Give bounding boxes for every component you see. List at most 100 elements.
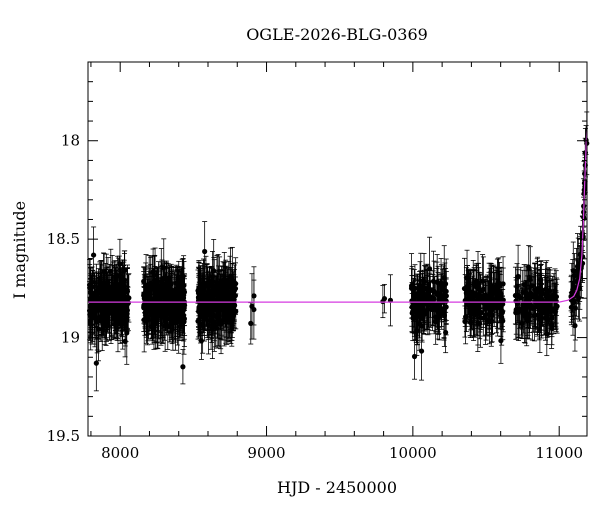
y-tick-label: 18 [61,132,80,150]
data-point [116,288,122,294]
data-point [469,295,475,301]
data-point [98,315,104,321]
data-point [181,319,187,325]
data-point [441,305,447,311]
data-point [168,296,175,302]
y-tick-label: 19.5 [47,427,80,445]
data-point [176,292,182,298]
chart-title: OGLE-2026-BLG-0369 [246,25,428,44]
data-point [123,309,130,315]
data-point [472,312,478,318]
data-point [549,296,556,303]
data-point [215,284,221,290]
data-point [112,294,118,300]
data-point [572,323,578,329]
data-point [491,297,497,303]
data-point [207,301,213,308]
y-tick-label: 18.5 [47,230,80,248]
data-points-layer [86,111,590,392]
data-point [535,304,541,310]
data-point [161,275,168,281]
data-point [141,278,147,285]
data-point [478,288,484,294]
data-point [101,297,108,303]
data-point [212,313,218,319]
data-point [151,315,157,322]
model-curve [88,130,588,303]
data-point [180,364,186,370]
data-point [412,315,419,321]
data-point [196,295,202,301]
data-point [90,252,97,258]
data-point [543,309,549,315]
x-axis-label: HJD - 2450000 [277,478,397,497]
data-point [119,317,125,323]
data-point [87,308,93,314]
data-point [534,288,540,294]
data-point [436,313,442,319]
data-point [538,307,545,313]
y-tick-label: 19 [61,329,80,347]
data-point [528,291,534,298]
data-point [430,297,436,303]
data-point [419,292,425,298]
data-point [217,293,223,300]
data-point [157,311,163,318]
data-point [477,315,484,321]
data-point [569,290,575,296]
data-point [249,303,255,309]
data-point [539,298,545,304]
data-point [148,280,154,286]
data-point [419,323,425,329]
data-point [159,285,165,291]
plot-frame [87,61,588,437]
x-tick-label: 10000 [389,444,437,462]
data-point [527,276,533,283]
data-point [103,286,110,293]
data-point [414,310,421,316]
x-tick-label: 8000 [101,444,139,462]
data-point [495,282,501,288]
data-point [251,293,257,299]
data-point [92,308,98,314]
data-point [500,318,506,324]
data-point [167,311,173,317]
data-point [124,288,130,294]
data-point [438,294,444,300]
data-point [531,312,538,318]
data-point [572,305,578,311]
data-point [152,284,158,290]
data-point [230,290,236,296]
data-point [99,307,105,313]
data-point [524,296,530,303]
data-point [499,310,505,316]
data-point [94,315,100,321]
data-point [523,290,529,296]
data-point [487,304,494,311]
data-point [551,306,557,312]
data-point [427,287,433,293]
data-point [411,353,418,360]
data-point [434,279,440,285]
data-point [111,282,117,288]
data-point [512,292,519,299]
data-point [200,286,207,292]
data-point [418,348,425,354]
y-axis-label: I magnitude [10,201,29,299]
data-point [482,306,488,312]
data-point [153,291,160,297]
data-point [497,300,503,306]
x-tick-label: 9000 [247,444,285,462]
data-point [492,301,498,308]
data-point [202,248,208,255]
data-point [442,289,448,295]
data-point [162,323,168,329]
data-point [473,306,479,312]
data-point [203,292,209,299]
data-point [163,293,170,300]
data-point [465,283,471,289]
data-point [428,301,434,307]
data-point [416,287,422,294]
axes-layer: 8000 9000 10000 11000 18 18.5 19 19.5 [47,61,588,462]
